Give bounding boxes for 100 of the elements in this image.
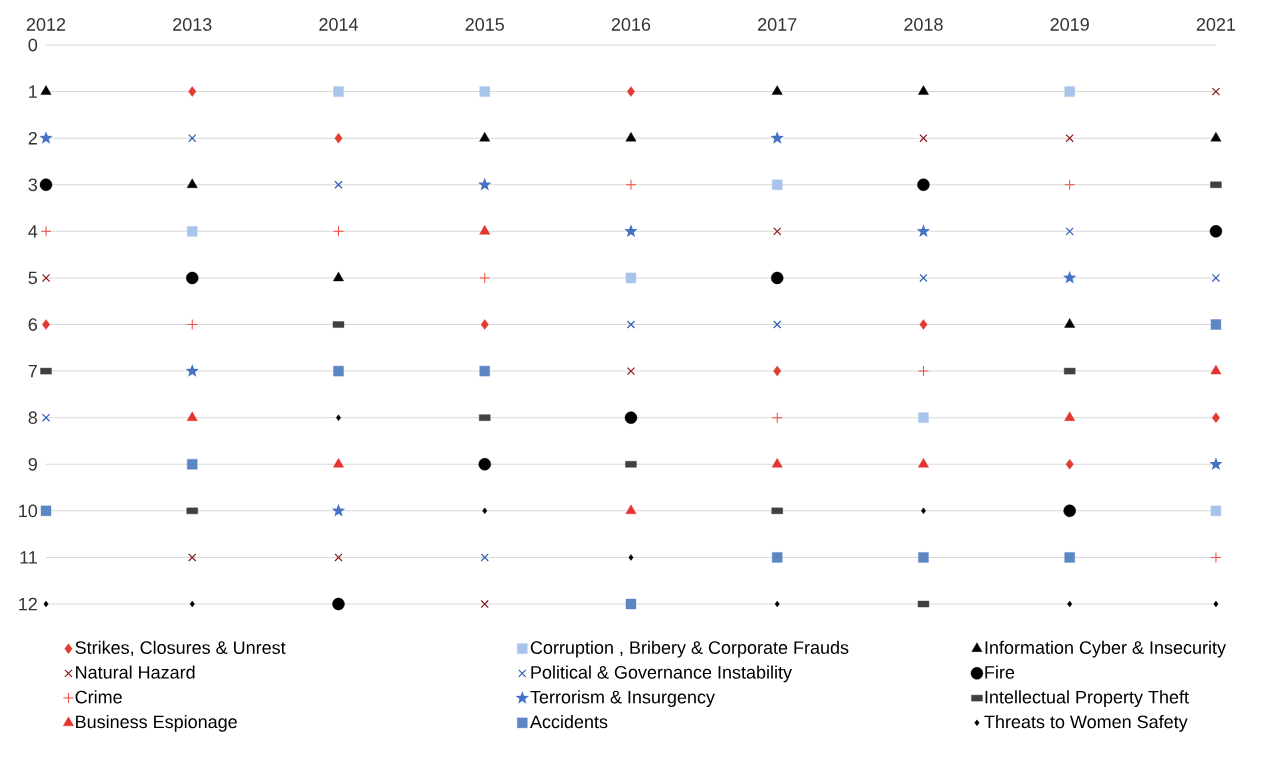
point xyxy=(480,553,489,562)
y-tick-label: 7 xyxy=(28,364,37,378)
x-tick-label: 2012 xyxy=(26,18,66,31)
point xyxy=(40,225,52,237)
point xyxy=(1064,411,1076,421)
point xyxy=(1210,551,1222,563)
point xyxy=(334,132,343,144)
point xyxy=(39,131,53,144)
point xyxy=(186,178,198,188)
point xyxy=(333,365,344,377)
y-tick-label: 9 xyxy=(28,457,37,471)
point xyxy=(479,131,491,142)
point xyxy=(771,458,783,468)
y-tick-label: 2 xyxy=(28,131,37,145)
point xyxy=(480,599,489,609)
point xyxy=(626,320,636,329)
legend-label: Natural Hazard xyxy=(76,665,195,679)
point xyxy=(42,319,50,330)
point xyxy=(774,600,780,608)
y-tick-label: 8 xyxy=(28,411,38,425)
legend-label: Business Espionage xyxy=(76,714,237,732)
point xyxy=(482,507,488,515)
point xyxy=(188,134,197,143)
point xyxy=(479,225,491,235)
point xyxy=(772,552,783,563)
legend-label: Information Cyber & Insecurity xyxy=(985,640,1226,658)
legend-label: Terrorism & Insurgency xyxy=(530,690,715,708)
point xyxy=(479,86,490,97)
point xyxy=(1209,457,1223,470)
point xyxy=(919,273,928,283)
point xyxy=(917,365,929,377)
y-tick-label: 6 xyxy=(28,318,38,331)
point xyxy=(625,598,637,610)
point xyxy=(625,504,637,515)
legend-label: Accidents xyxy=(529,714,608,729)
point xyxy=(334,553,343,562)
point xyxy=(188,86,197,97)
point xyxy=(918,458,929,468)
x-tick-label: 2018 xyxy=(904,18,943,31)
point xyxy=(43,600,49,608)
point xyxy=(918,85,929,95)
point xyxy=(919,134,928,143)
point xyxy=(479,272,491,284)
point xyxy=(625,131,637,142)
point xyxy=(1063,504,1076,518)
point xyxy=(773,227,782,236)
y-tick-label: 5 xyxy=(28,271,38,285)
point xyxy=(1067,600,1073,608)
point xyxy=(1210,131,1222,142)
point xyxy=(186,411,198,421)
point xyxy=(40,505,52,517)
point xyxy=(188,553,197,562)
point xyxy=(336,414,341,421)
y-tick-label: 10 xyxy=(19,504,38,518)
y-tick-label: 4 xyxy=(28,225,38,238)
point xyxy=(39,178,53,191)
point xyxy=(186,319,198,331)
point xyxy=(628,554,634,561)
point xyxy=(1063,270,1077,284)
point xyxy=(1210,319,1222,330)
x-tick-label: 2016 xyxy=(611,18,651,31)
point xyxy=(771,271,784,285)
point xyxy=(478,458,491,471)
point xyxy=(918,412,929,423)
legend-label: Corruption , Bribery & Corporate Frauds xyxy=(530,640,849,658)
point xyxy=(772,179,783,190)
legend-label: Threats to Women Safety xyxy=(984,714,1188,732)
point xyxy=(625,272,637,284)
point xyxy=(917,178,930,191)
y-tick-label: 3 xyxy=(28,178,38,192)
point xyxy=(1064,552,1075,563)
point xyxy=(185,364,199,377)
x-tick-label: 2019 xyxy=(1050,18,1089,31)
point xyxy=(331,503,346,517)
point xyxy=(1211,273,1221,283)
point xyxy=(334,180,343,189)
point xyxy=(916,224,931,238)
point xyxy=(1064,318,1076,328)
point xyxy=(41,273,51,283)
point xyxy=(773,365,782,377)
point xyxy=(186,271,199,285)
point xyxy=(1210,505,1222,517)
point xyxy=(1210,364,1222,375)
point xyxy=(480,319,489,330)
legend-label: Crime xyxy=(75,690,122,704)
point xyxy=(1211,412,1220,423)
legend-label: Political & Governance Instability xyxy=(531,665,792,683)
point xyxy=(626,366,636,376)
x-tick-label: 2021 xyxy=(1196,18,1236,31)
y-tick-label: 11 xyxy=(20,551,37,564)
point xyxy=(1065,134,1074,143)
point xyxy=(1065,459,1074,470)
point xyxy=(771,85,783,95)
point xyxy=(624,224,638,238)
point xyxy=(189,600,195,608)
point xyxy=(627,86,635,97)
y-tick-label: 0 xyxy=(28,38,38,52)
point xyxy=(333,86,344,97)
point xyxy=(771,412,783,424)
point xyxy=(1209,225,1223,238)
